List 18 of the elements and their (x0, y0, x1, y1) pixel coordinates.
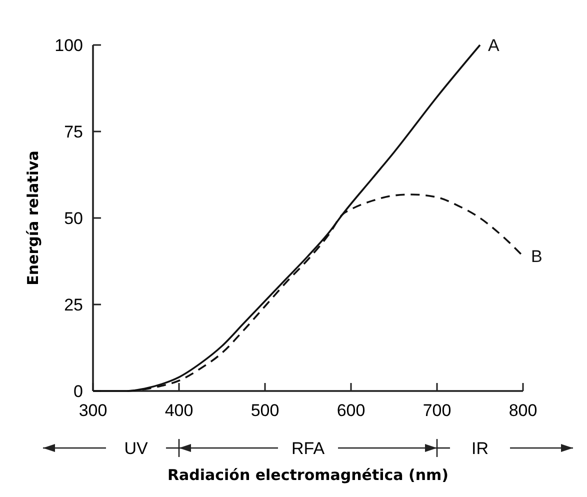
series-label: A (488, 36, 500, 55)
x-tick-label: 700 (422, 401, 452, 420)
text: RFA (291, 439, 326, 458)
y-tick-label: 0 (74, 382, 83, 401)
x-tick-label: 600 (336, 401, 366, 420)
x-tick-label: 800 (508, 401, 538, 420)
y-axis-title: Energía relativa (24, 150, 42, 286)
y-tick-label: 25 (64, 296, 83, 314)
text: IR (472, 439, 488, 458)
text: UV (124, 439, 148, 458)
series-label: B (531, 247, 542, 266)
x-tick-label: 300 (78, 401, 108, 420)
y-tick-label: 75 (64, 122, 83, 142)
x-tick-label: 400 (164, 401, 194, 420)
y-tick-label: 50 (64, 209, 83, 228)
x-tick-label: 500 (250, 401, 280, 420)
x-axis-title: Radiación electromagnética (nm) (167, 466, 449, 484)
y-tick-label: 100 (54, 36, 83, 55)
